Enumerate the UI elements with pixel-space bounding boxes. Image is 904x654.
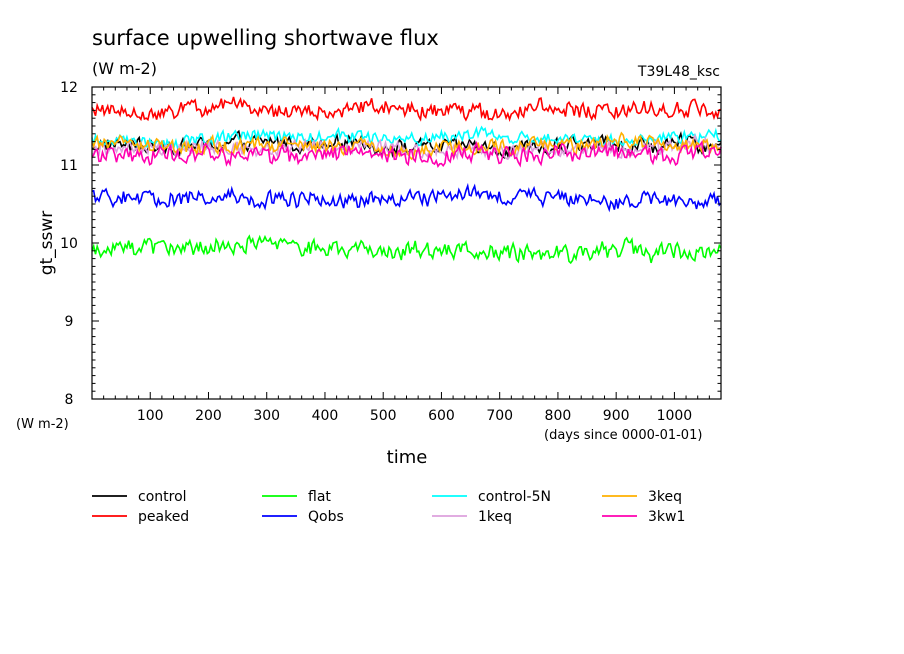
- y-axis-unit: (W m-2): [16, 417, 69, 432]
- y-tick-label: 9: [65, 314, 74, 330]
- x-tick-label: 1000: [657, 408, 693, 424]
- plot-lines: [91, 96, 722, 265]
- legend-label: 1keq: [478, 509, 512, 525]
- series-line-3kw1: [91, 140, 722, 169]
- x-tick-label: 600: [428, 408, 455, 424]
- run-label: T39L48_ksc: [637, 64, 720, 80]
- series-line-flat: [91, 234, 722, 265]
- legend: control peaked flat Qobs control-5N 1keq 3keq 3…: [92, 489, 685, 525]
- legend-label: 3kw1: [648, 509, 685, 525]
- x-axis-unit: (days since 0000-01-01): [544, 428, 702, 443]
- y-tick-label: 8: [65, 392, 74, 408]
- series-line-peaked: [91, 96, 722, 123]
- x-axis-label: time: [387, 447, 428, 468]
- y-tick-label: 11: [60, 158, 78, 174]
- chart-subtitle: (W m-2): [92, 59, 157, 78]
- x-tick-label: 500: [370, 408, 397, 424]
- legend-label: 3keq: [648, 489, 682, 505]
- x-tick-label: 400: [312, 408, 339, 424]
- y-tick-label: 10: [60, 236, 78, 252]
- x-tick-label: 300: [253, 408, 280, 424]
- y-tick-label: 12: [60, 80, 78, 96]
- series-line-control: [91, 129, 722, 159]
- chart-title: surface upwelling shortwave flux: [92, 26, 439, 50]
- x-tick-label: 800: [545, 408, 572, 424]
- axis-ticks: 100 200 300 400 500 600 700 800 900 1000 8 9 10 11 12: [60, 80, 721, 424]
- series-line-qobs: [91, 182, 722, 213]
- legend-label: Qobs: [308, 509, 344, 525]
- x-tick-label: 100: [137, 408, 164, 424]
- x-tick-label: 200: [195, 408, 222, 424]
- legend-label: control: [138, 489, 187, 505]
- legend-label: peaked: [138, 509, 189, 525]
- legend-label: flat: [308, 489, 331, 505]
- legend-label: control-5N: [478, 489, 551, 505]
- y-axis-label: gt_sswr: [37, 211, 57, 276]
- x-tick-label: 700: [486, 408, 513, 424]
- x-tick-label: 900: [603, 408, 630, 424]
